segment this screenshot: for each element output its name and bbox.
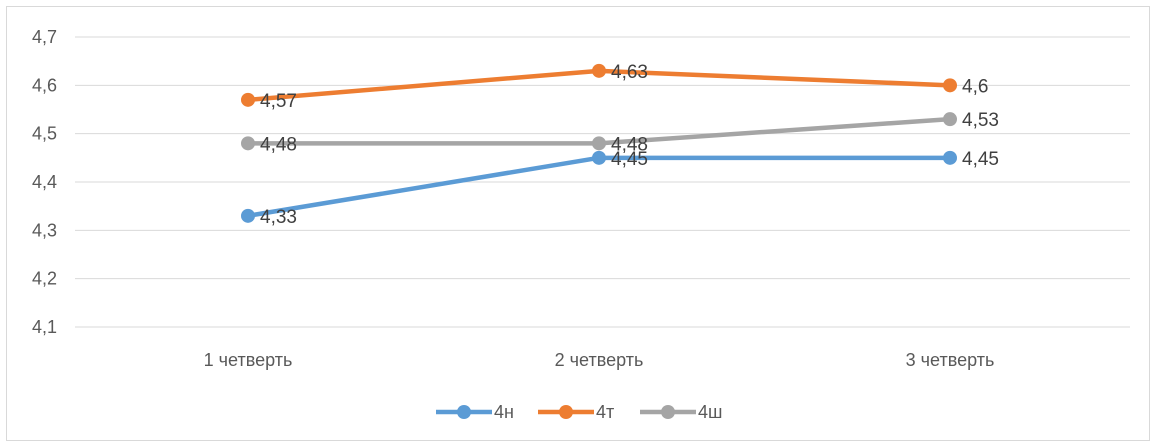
- legend-swatch-marker: [559, 405, 573, 419]
- legend-label: 4н: [494, 402, 514, 422]
- data-point: [592, 150, 606, 165]
- data-label: 4,45: [611, 149, 648, 170]
- x-axis-ticks: 1 четверть 2 четверть 3 четверть: [204, 350, 995, 370]
- x-tick-label: 2 четверть: [555, 350, 644, 370]
- series-line: [245, 155, 953, 219]
- legend-swatch-marker: [457, 405, 471, 419]
- data-label: 4,48: [260, 134, 297, 155]
- data-point: [241, 92, 255, 107]
- data-label: 4,63: [611, 62, 648, 83]
- legend-label: 4т: [596, 402, 614, 422]
- y-tick-label: 4,2: [32, 269, 57, 289]
- data-label: 4,53: [962, 110, 999, 131]
- y-tick-label: 4,1: [32, 317, 57, 337]
- legend-item: 4т: [538, 402, 614, 422]
- y-tick-label: 4,3: [32, 220, 57, 240]
- y-tick-label: 4,7: [32, 27, 57, 47]
- data-point: [592, 136, 606, 151]
- chart-area: [6, 6, 1150, 441]
- series-lines: [241, 63, 957, 223]
- data-labels: 4,33 4,45 4,45 4,57 4,63 4,6 4,48 4,48 4,53: [260, 62, 999, 228]
- y-axis-ticks: 4,1 4,2 4,3 4,4 4,5 4,6 4,7: [32, 27, 57, 337]
- data-label: 4,48: [611, 134, 648, 155]
- data-point: [241, 136, 255, 151]
- legend-item: 4ш: [640, 402, 722, 422]
- x-tick-label: 1 четверть: [204, 350, 293, 370]
- data-point: [241, 208, 255, 223]
- data-label: 4,6: [962, 76, 988, 97]
- data-point: [943, 78, 957, 93]
- y-tick-label: 4,4: [32, 172, 57, 192]
- legend: 4н 4т 4ш: [436, 402, 722, 422]
- data-label: 4,57: [260, 91, 297, 112]
- y-tick-label: 4,5: [32, 124, 57, 144]
- x-tick-label: 3 четверть: [906, 350, 995, 370]
- legend-item: 4н: [436, 402, 514, 422]
- data-point: [592, 63, 606, 78]
- legend-swatch-marker: [661, 405, 675, 419]
- data-label: 4,33: [260, 207, 297, 228]
- y-tick-label: 4,6: [32, 75, 57, 95]
- data-point: [943, 112, 957, 127]
- legend-label: 4ш: [698, 402, 722, 422]
- data-label: 4,45: [962, 149, 999, 170]
- data-point: [943, 150, 957, 165]
